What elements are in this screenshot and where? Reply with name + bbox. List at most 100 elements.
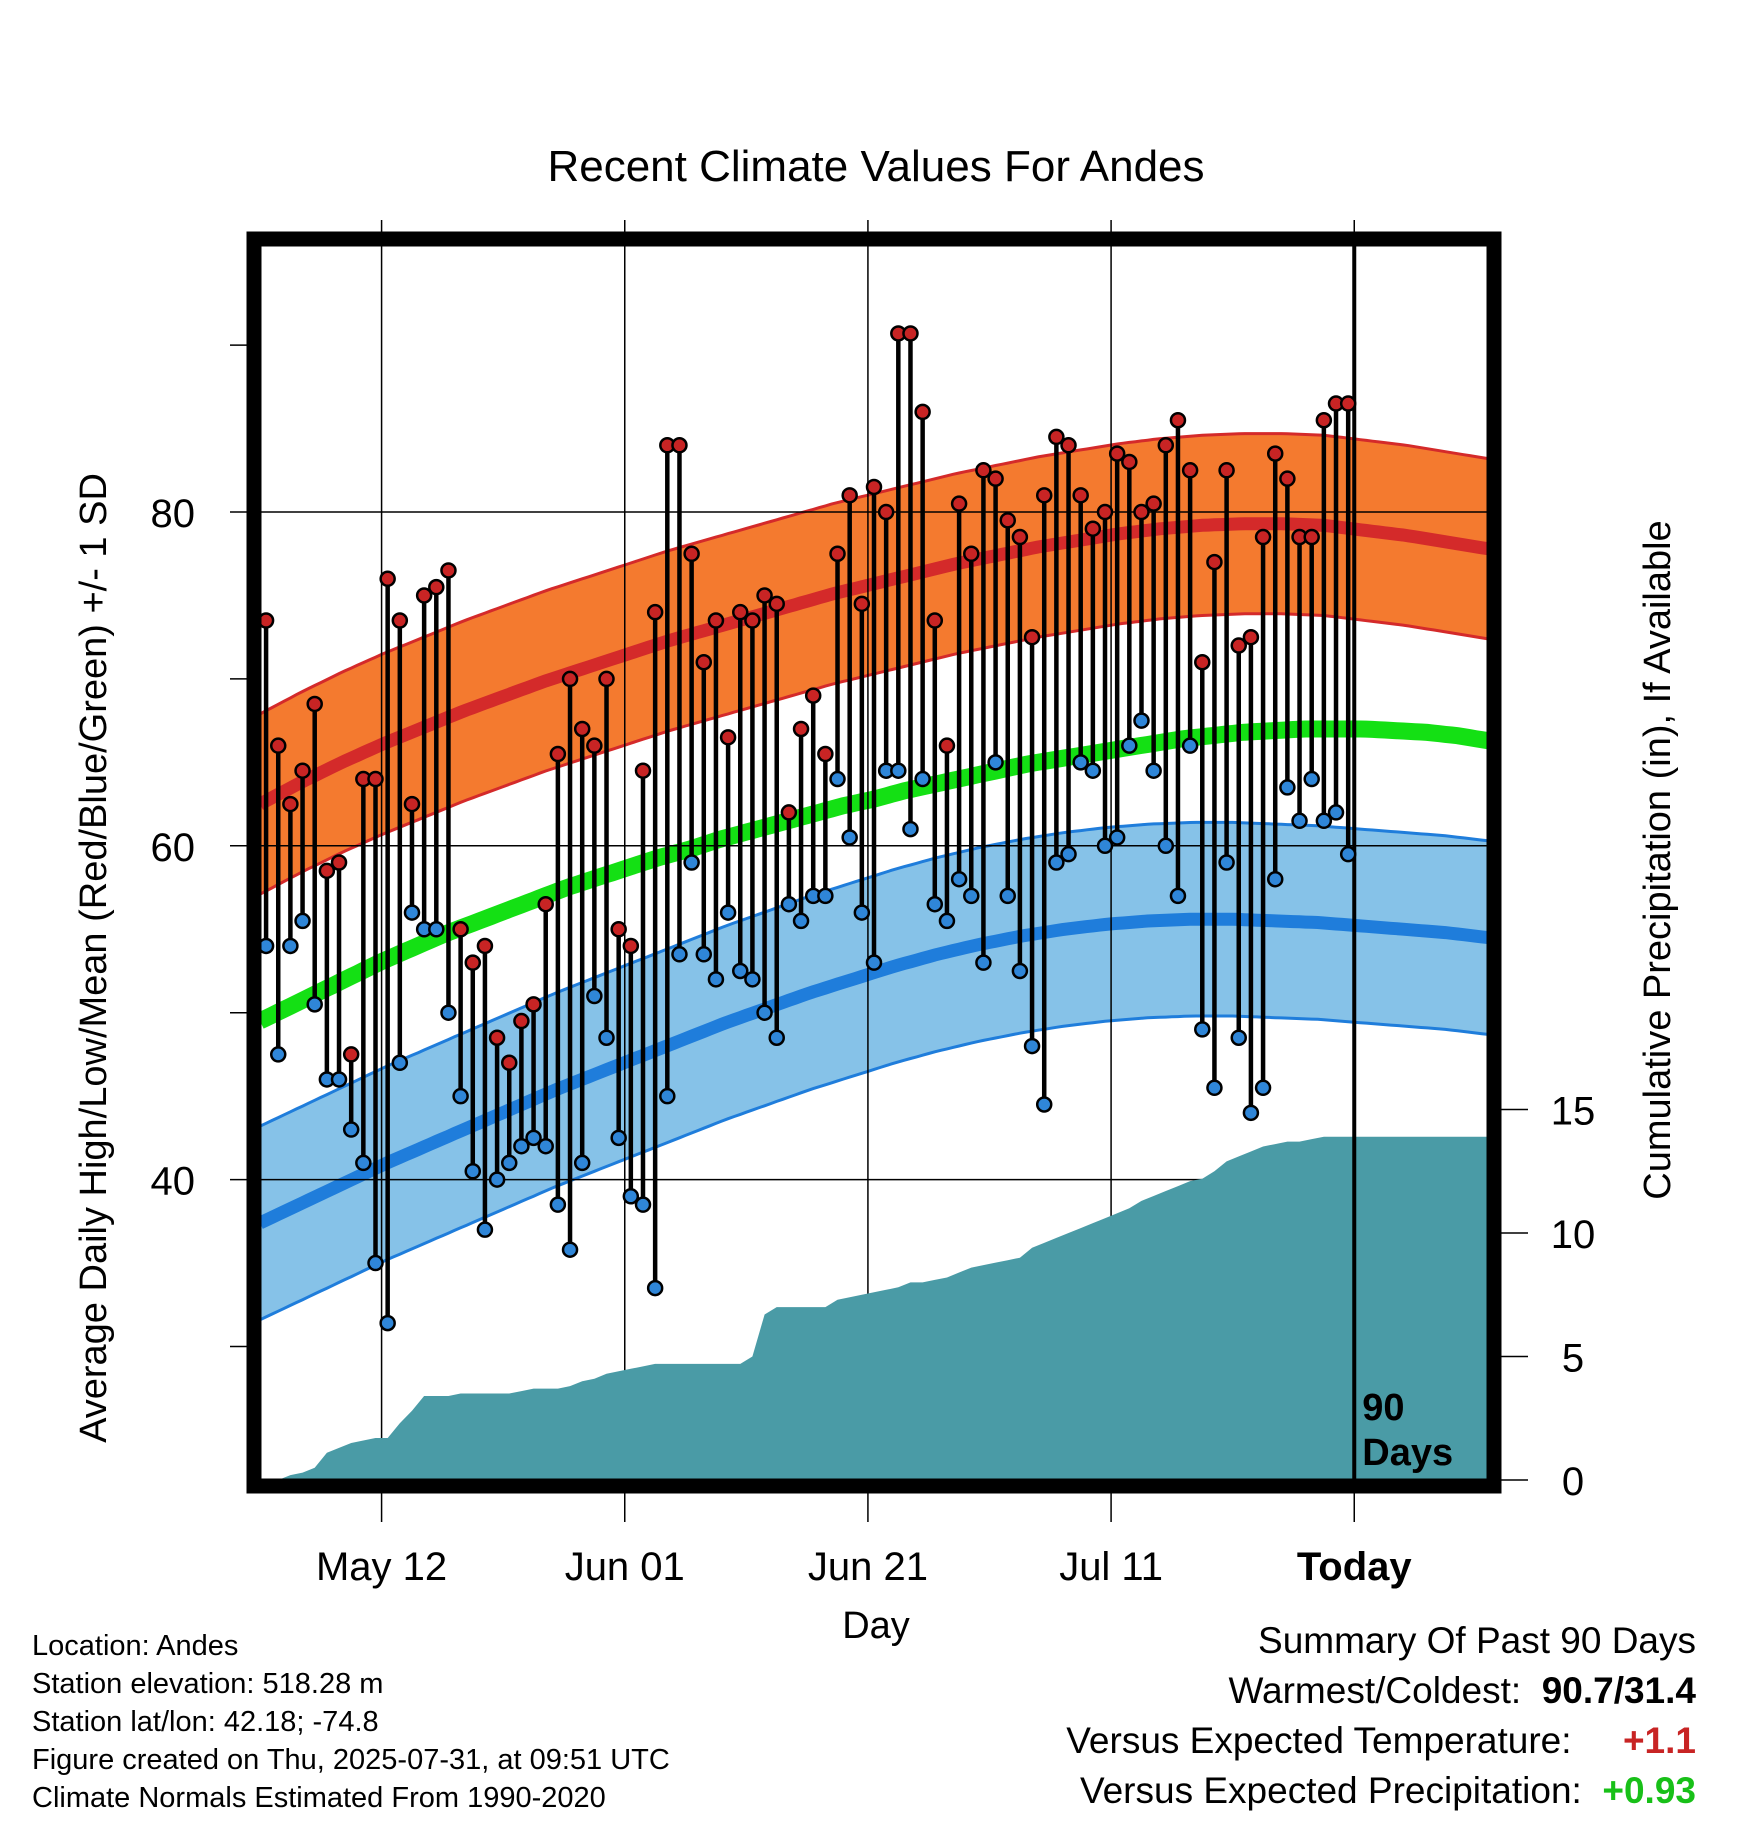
y-right-tick-label-2: 10 [1551, 1213, 1596, 1257]
footer-normals: Climate Normals Estimated From 1990-2020 [32, 1782, 606, 1814]
high-point-19 [488, 1029, 506, 1046]
low-point-60 [987, 754, 1004, 771]
low-point-87 [1315, 812, 1333, 830]
high-point-54 [914, 403, 931, 421]
high-point-73 [1145, 495, 1162, 512]
y-left-tick-label-2: 80 [151, 492, 196, 536]
high-point-62 [1011, 528, 1029, 546]
high-point-58 [963, 545, 980, 562]
high-point-72 [1133, 503, 1150, 521]
high-point-63 [1023, 628, 1041, 646]
high-point-10 [379, 570, 396, 588]
summary-temp: Versus Expected Temperature: +1.1 [1066, 1720, 1696, 1762]
high-point-11 [391, 612, 409, 629]
high-point-74 [1157, 437, 1175, 454]
low-point-30 [622, 1188, 640, 1205]
high-point-2 [282, 795, 299, 813]
low-point-53 [902, 820, 919, 838]
high-point-3 [294, 762, 311, 779]
high-point-77 [1194, 653, 1211, 671]
low-point-64 [1035, 1096, 1053, 1113]
high-point-48 [841, 487, 858, 504]
low-point-72 [1133, 712, 1150, 729]
low-point-49 [853, 904, 871, 921]
low-normal-line [257, 912, 1489, 1229]
low-point-37 [707, 971, 725, 988]
low-point-74 [1157, 837, 1175, 855]
high-point-56 [938, 737, 956, 754]
high-point-66 [1060, 437, 1077, 454]
low-point-27 [586, 987, 603, 1005]
low-point-65 [1048, 854, 1065, 871]
low-point-76 [1181, 737, 1199, 754]
low-point-78 [1206, 1079, 1223, 1097]
high-point-12 [403, 795, 421, 813]
high-point-87 [1315, 411, 1333, 429]
x-axis-label: Day [842, 1605, 910, 1647]
low-point-81 [1242, 1104, 1260, 1122]
high-point-14 [428, 578, 445, 596]
high-point-46 [817, 745, 834, 763]
high-point-59 [975, 462, 992, 479]
summary-temp-value: +1.1 [1622, 1720, 1696, 1761]
low-point-47 [829, 770, 846, 788]
low-point-9 [367, 1254, 384, 1272]
low-point-25 [561, 1241, 579, 1258]
low-point-4 [306, 996, 323, 1013]
x-tick-label-3: Jul 11 [1059, 1545, 1163, 1589]
high-point-13 [415, 587, 433, 604]
low-point-19 [488, 1171, 506, 1188]
low-point-15 [440, 1004, 457, 1021]
low-point-26 [573, 1154, 591, 1172]
low-point-75 [1169, 887, 1187, 905]
y-left-tick-label-1: 60 [151, 826, 196, 870]
high-point-50 [865, 478, 883, 496]
high-point-68 [1084, 520, 1102, 537]
footer-elevation: Station elevation: 518.28 m [32, 1668, 384, 1700]
low-sd-band [260, 822, 1488, 1320]
high-point-39 [732, 603, 749, 621]
y-right-tick-label-1: 5 [1562, 1337, 1584, 1381]
high-point-69 [1096, 503, 1114, 521]
high-point-76 [1181, 462, 1199, 479]
low-point-16 [452, 1087, 469, 1105]
low-point-1 [269, 1046, 287, 1063]
high-point-29 [610, 921, 627, 938]
low-point-34 [671, 946, 688, 963]
low-band-lower-edge [259, 1014, 1489, 1322]
high-point-47 [829, 545, 846, 562]
footer-created: Figure created on Thu, 2025-07-31, at 09… [32, 1744, 670, 1776]
high-point-80 [1230, 637, 1248, 654]
low-point-50 [865, 954, 883, 971]
high-point-65 [1048, 428, 1065, 446]
low-point-28 [598, 1029, 615, 1046]
summary-precip-value: +0.93 [1602, 1770, 1696, 1811]
footer-notes: Location: Andes Station elevation: 518.2… [32, 1627, 670, 1817]
low-point-66 [1060, 845, 1077, 863]
high-point-89 [1339, 395, 1357, 412]
low-point-48 [841, 829, 858, 846]
high-point-5 [318, 862, 336, 880]
high-point-70 [1108, 445, 1126, 462]
low-point-31 [634, 1196, 652, 1213]
low-point-3 [294, 912, 311, 930]
y-right-tick-label-3: 15 [1551, 1090, 1596, 1134]
summary-temp-label: Versus Expected Temperature: [1066, 1720, 1572, 1761]
low-point-73 [1145, 762, 1162, 779]
high-point-34 [671, 437, 688, 454]
footer-location: Location: Andes [32, 1630, 239, 1662]
high-point-32 [646, 603, 664, 621]
low-point-58 [963, 887, 980, 905]
ticks: May 12 Jun 01 Jun 21 Jul 11 Today 40 60 80 0 5 10 1… [151, 220, 1596, 1589]
high-point-31 [634, 762, 652, 779]
summary-warm-cold-value: 90.7/31.4 [1541, 1670, 1696, 1711]
low-point-42 [768, 1029, 785, 1046]
high-point-27 [586, 737, 603, 754]
low-point-77 [1194, 1021, 1211, 1038]
low-point-63 [1023, 1037, 1041, 1055]
summary-warm-cold-label: Warmest/Coldest: [1228, 1670, 1522, 1711]
low-point-68 [1084, 762, 1102, 779]
low-point-23 [537, 1137, 554, 1155]
x-tick-label-0: May 12 [316, 1545, 447, 1589]
summary-warm-cold: Warmest/Coldest: 90.7/31.4 [1228, 1670, 1696, 1712]
